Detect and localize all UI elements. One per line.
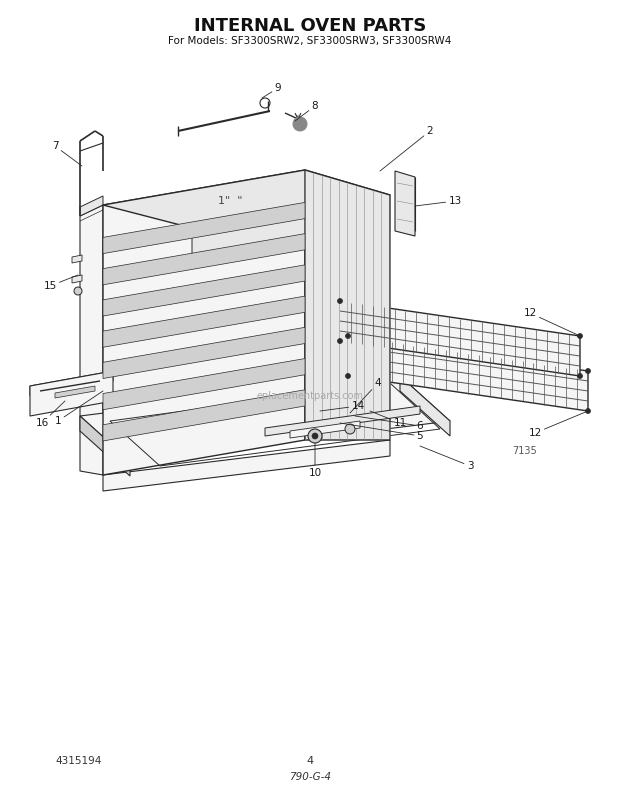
Polygon shape: [80, 416, 130, 476]
Polygon shape: [103, 390, 305, 441]
Text: 4: 4: [350, 378, 381, 413]
Text: INTERNAL OVEN PARTS: INTERNAL OVEN PARTS: [194, 17, 426, 35]
Polygon shape: [395, 171, 415, 236]
Text: 12: 12: [523, 308, 580, 336]
Text: 9: 9: [262, 83, 281, 98]
Circle shape: [337, 298, 342, 304]
Text: 2: 2: [380, 126, 433, 171]
Text: 14: 14: [320, 401, 365, 411]
Text: For Models: SF3300SRW2, SF3300SRW3, SF3300SRW4: For Models: SF3300SRW2, SF3300SRW3, SF33…: [168, 36, 452, 46]
Polygon shape: [103, 296, 305, 347]
Polygon shape: [72, 255, 82, 263]
Text: 790-G-4: 790-G-4: [289, 772, 331, 782]
Polygon shape: [103, 440, 390, 491]
Circle shape: [293, 117, 307, 131]
Text: 11: 11: [370, 411, 407, 428]
Polygon shape: [80, 205, 103, 475]
Text: 4315194: 4315194: [55, 756, 102, 766]
Text: 4: 4: [306, 756, 314, 766]
Polygon shape: [103, 327, 305, 379]
Text: 13: 13: [415, 196, 462, 206]
Circle shape: [345, 424, 355, 434]
Circle shape: [345, 334, 350, 339]
Text: 15: 15: [43, 275, 78, 291]
Circle shape: [577, 334, 583, 339]
Text: 10: 10: [308, 443, 322, 478]
Polygon shape: [192, 195, 390, 261]
Polygon shape: [55, 386, 95, 398]
Text: eplacementparts.com: eplacementparts.com: [257, 391, 363, 401]
Circle shape: [585, 408, 590, 414]
Circle shape: [345, 373, 350, 379]
Text: 1: 1: [55, 391, 103, 426]
Text: 7: 7: [51, 141, 82, 166]
Polygon shape: [30, 371, 113, 396]
Text: 6: 6: [355, 416, 423, 431]
Text: 5: 5: [340, 423, 423, 441]
Text: 1"  ": 1" ": [218, 196, 242, 206]
Polygon shape: [103, 170, 305, 475]
Polygon shape: [80, 376, 450, 461]
Polygon shape: [348, 336, 588, 411]
Polygon shape: [103, 358, 305, 410]
Polygon shape: [103, 170, 390, 228]
Polygon shape: [80, 196, 103, 216]
Polygon shape: [340, 301, 580, 376]
Polygon shape: [30, 371, 113, 416]
Circle shape: [74, 287, 82, 295]
Circle shape: [585, 369, 590, 373]
Polygon shape: [400, 376, 450, 436]
Text: 16: 16: [35, 401, 65, 428]
Polygon shape: [103, 202, 305, 254]
Polygon shape: [265, 406, 420, 436]
Circle shape: [308, 429, 322, 443]
Polygon shape: [72, 275, 82, 283]
Text: 3: 3: [420, 446, 473, 471]
Polygon shape: [290, 421, 360, 438]
Circle shape: [577, 373, 583, 379]
Polygon shape: [103, 265, 305, 316]
Circle shape: [337, 339, 342, 343]
Text: 7135: 7135: [513, 446, 538, 456]
Polygon shape: [103, 233, 305, 285]
Text: 12: 12: [528, 411, 588, 438]
Text: 8: 8: [295, 101, 318, 121]
Circle shape: [312, 433, 318, 439]
Polygon shape: [305, 170, 390, 440]
